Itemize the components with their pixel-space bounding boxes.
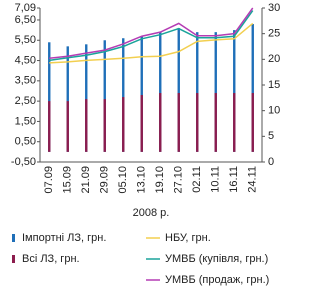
bar — [66, 101, 69, 152]
y-tick-label: 2,50 — [15, 95, 36, 107]
y-tick-label: 6,50 — [15, 14, 36, 26]
bar — [159, 93, 162, 152]
bar — [140, 95, 143, 152]
bar — [196, 32, 199, 152]
line — [49, 10, 254, 62]
y-tick-label: 3,50 — [15, 75, 36, 87]
bar — [85, 99, 88, 152]
bar — [103, 99, 106, 152]
legend-label: Всі ЛЗ, грн. — [22, 253, 80, 265]
y-tick-label: 0,50 — [15, 136, 36, 148]
legend-label: УМВБ (купівля, грн.) — [165, 253, 268, 265]
x-tick-label: 05.10 — [117, 166, 129, 194]
bar — [214, 32, 217, 152]
y-tick-label: 7,09 — [15, 2, 36, 14]
bar — [159, 32, 162, 152]
x-tick-label: 02.11 — [191, 166, 203, 193]
bar — [233, 93, 236, 152]
y-tick-label: 5,50 — [15, 34, 36, 46]
legend-swatch — [12, 255, 15, 263]
bar — [177, 28, 180, 152]
x-tick-label: 13.10 — [136, 166, 148, 194]
bar — [66, 46, 69, 152]
y2-tick-label: 15 — [268, 79, 280, 91]
x-axis-label: 2008 р. — [133, 207, 170, 219]
y-tick-label: -0,50 — [11, 156, 36, 168]
bar — [196, 93, 199, 152]
bar — [177, 93, 180, 152]
x-tick-label: 10.11 — [210, 166, 222, 193]
x-tick-label: 27.10 — [173, 166, 185, 194]
x-tick-label: 16.11 — [228, 166, 240, 193]
y2-tick-label: 10 — [268, 105, 280, 117]
x-tick-label: 29.09 — [99, 166, 111, 194]
x-tick-label: 21.09 — [80, 166, 92, 194]
bar — [48, 42, 51, 152]
bar — [214, 93, 217, 152]
bar — [140, 36, 143, 152]
bar — [48, 101, 51, 152]
bar — [251, 93, 254, 152]
legend-label: НБУ, грн. — [165, 232, 211, 244]
line — [49, 22, 254, 64]
bar — [233, 30, 236, 152]
y-tick-label: 1,50 — [15, 115, 36, 127]
line — [49, 7, 254, 60]
legend-swatch — [12, 234, 15, 242]
bar — [122, 97, 125, 152]
x-tick-label: 24.11 — [247, 166, 259, 193]
bar — [251, 24, 254, 152]
y2-tick-label: 20 — [268, 53, 280, 65]
y2-tick-label: 0 — [268, 156, 274, 168]
y2-tick-label: 30 — [268, 2, 280, 14]
bar — [103, 40, 106, 152]
y-tick-label: 4,50 — [15, 54, 36, 66]
bar — [122, 38, 125, 152]
bar — [85, 44, 88, 152]
legend-label: Імпортні ЛЗ, грн. — [22, 232, 106, 244]
y2-tick-label: 25 — [268, 28, 280, 40]
legend-label: УМВБ (продаж, грн.) — [165, 274, 269, 286]
x-tick-label: 19.10 — [154, 166, 166, 194]
chart: 2008 р. -0,50 0,50 1,50 2,50 3,50 4,50 5,50 6,5… — [11, 2, 280, 286]
x-tick-label: 15.09 — [62, 166, 74, 194]
y2-tick-label: 5 — [268, 130, 274, 142]
x-tick-label: 07.09 — [43, 166, 55, 194]
